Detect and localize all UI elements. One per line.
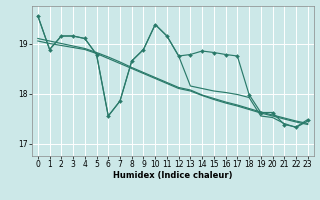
X-axis label: Humidex (Indice chaleur): Humidex (Indice chaleur) — [113, 171, 233, 180]
